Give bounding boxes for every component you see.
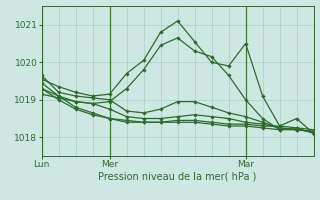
X-axis label: Pression niveau de la mer( hPa ): Pression niveau de la mer( hPa ) <box>99 172 257 182</box>
